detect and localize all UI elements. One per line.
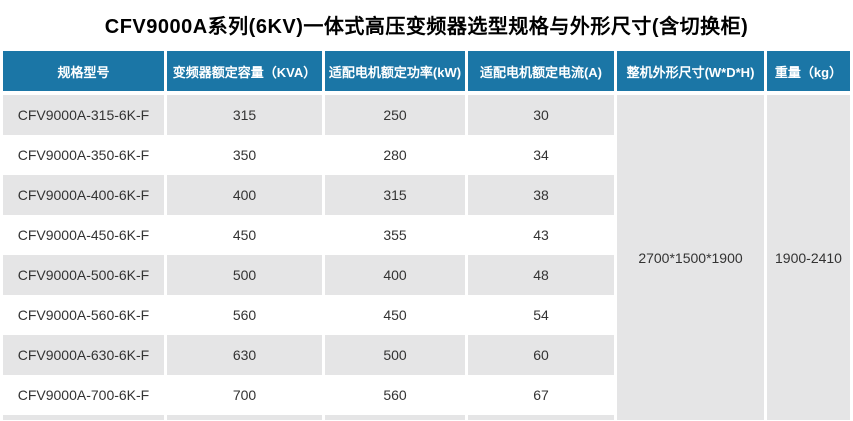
power-cell: 250: [325, 95, 465, 135]
current-cell: 43: [468, 215, 614, 255]
cutoff-cell: [167, 415, 322, 420]
capacity-cell: 350: [167, 135, 322, 175]
dimensions-merged-cell: 2700*1500*1900: [617, 95, 764, 420]
header-model: 规格型号: [3, 51, 164, 95]
power-cell: 500: [325, 335, 465, 375]
header-power: 适配电机额定功率(kW): [325, 51, 465, 95]
table-row: CFV9000A-630-6K-F 630 500 60: [3, 335, 850, 375]
header-dimensions: 整机外形尺寸(W*D*H): [617, 51, 764, 95]
table-row: CFV9000A-450-6K-F 450 355 43: [3, 215, 850, 255]
table-row: CFV9000A-315-6K-F 315 250 30 2700*1500*1…: [3, 95, 850, 420]
page-title: CFV9000A系列(6KV)一体式高压变频器选型规格与外形尺寸(含切换柜): [104, 16, 749, 38]
capacity-cell: 560: [167, 295, 322, 335]
model-cell: CFV9000A-560-6K-F: [3, 295, 164, 335]
current-cell: 34: [468, 135, 614, 175]
cutoff-row: [3, 415, 850, 420]
power-cell: 450: [325, 295, 465, 335]
header-weight: 重量（kg）: [767, 51, 850, 95]
model-cell: CFV9000A-500-6K-F: [3, 255, 164, 295]
model-cell: CFV9000A-400-6K-F: [3, 175, 164, 215]
table-row: CFV9000A-400-6K-F 400 315 38: [3, 175, 850, 215]
weight-merged-cell: 1900-2410: [767, 95, 850, 420]
current-cell: 38: [468, 175, 614, 215]
model-cell: CFV9000A-630-6K-F: [3, 335, 164, 375]
current-cell: 48: [468, 255, 614, 295]
header-row: 规格型号 变频器额定容量（KVA） 适配电机额定功率(kW) 适配电机额定电流(…: [3, 51, 850, 95]
power-cell: 355: [325, 215, 465, 255]
cutoff-cell: [325, 415, 465, 420]
table-row: CFV9000A-560-6K-F 560 450 54: [3, 295, 850, 335]
current-cell: 30: [468, 95, 614, 135]
capacity-cell: 450: [167, 215, 322, 255]
model-cell: CFV9000A-315-6K-F: [3, 95, 164, 135]
header-current: 适配电机额定电流(A): [468, 51, 614, 95]
current-cell: 54: [468, 295, 614, 335]
cutoff-cell: [468, 415, 614, 420]
model-cell: CFV9000A-350-6K-F: [3, 135, 164, 175]
capacity-cell: 700: [167, 375, 322, 415]
power-cell: 315: [325, 175, 465, 215]
model-cell: CFV9000A-700-6K-F: [3, 375, 164, 415]
capacity-cell: 500: [167, 255, 322, 295]
spec-table: 规格型号 变频器额定容量（KVA） 适配电机额定功率(kW) 适配电机额定电流(…: [0, 51, 853, 420]
current-cell: 67: [468, 375, 614, 415]
power-cell: 560: [325, 375, 465, 415]
power-cell: 400: [325, 255, 465, 295]
capacity-cell: 400: [167, 175, 322, 215]
header-capacity: 变频器额定容量（KVA）: [167, 51, 322, 95]
current-cell: 60: [468, 335, 614, 375]
table-row: CFV9000A-700-6K-F 700 560 67: [3, 375, 850, 415]
table-row: CFV9000A-350-6K-F 350 280 34: [3, 135, 850, 175]
power-cell: 280: [325, 135, 465, 175]
capacity-cell: 630: [167, 335, 322, 375]
table-row: CFV9000A-500-6K-F 500 400 48: [3, 255, 850, 295]
model-cell: CFV9000A-450-6K-F: [3, 215, 164, 255]
cutoff-cell: [3, 415, 164, 420]
capacity-cell: 315: [167, 95, 322, 135]
